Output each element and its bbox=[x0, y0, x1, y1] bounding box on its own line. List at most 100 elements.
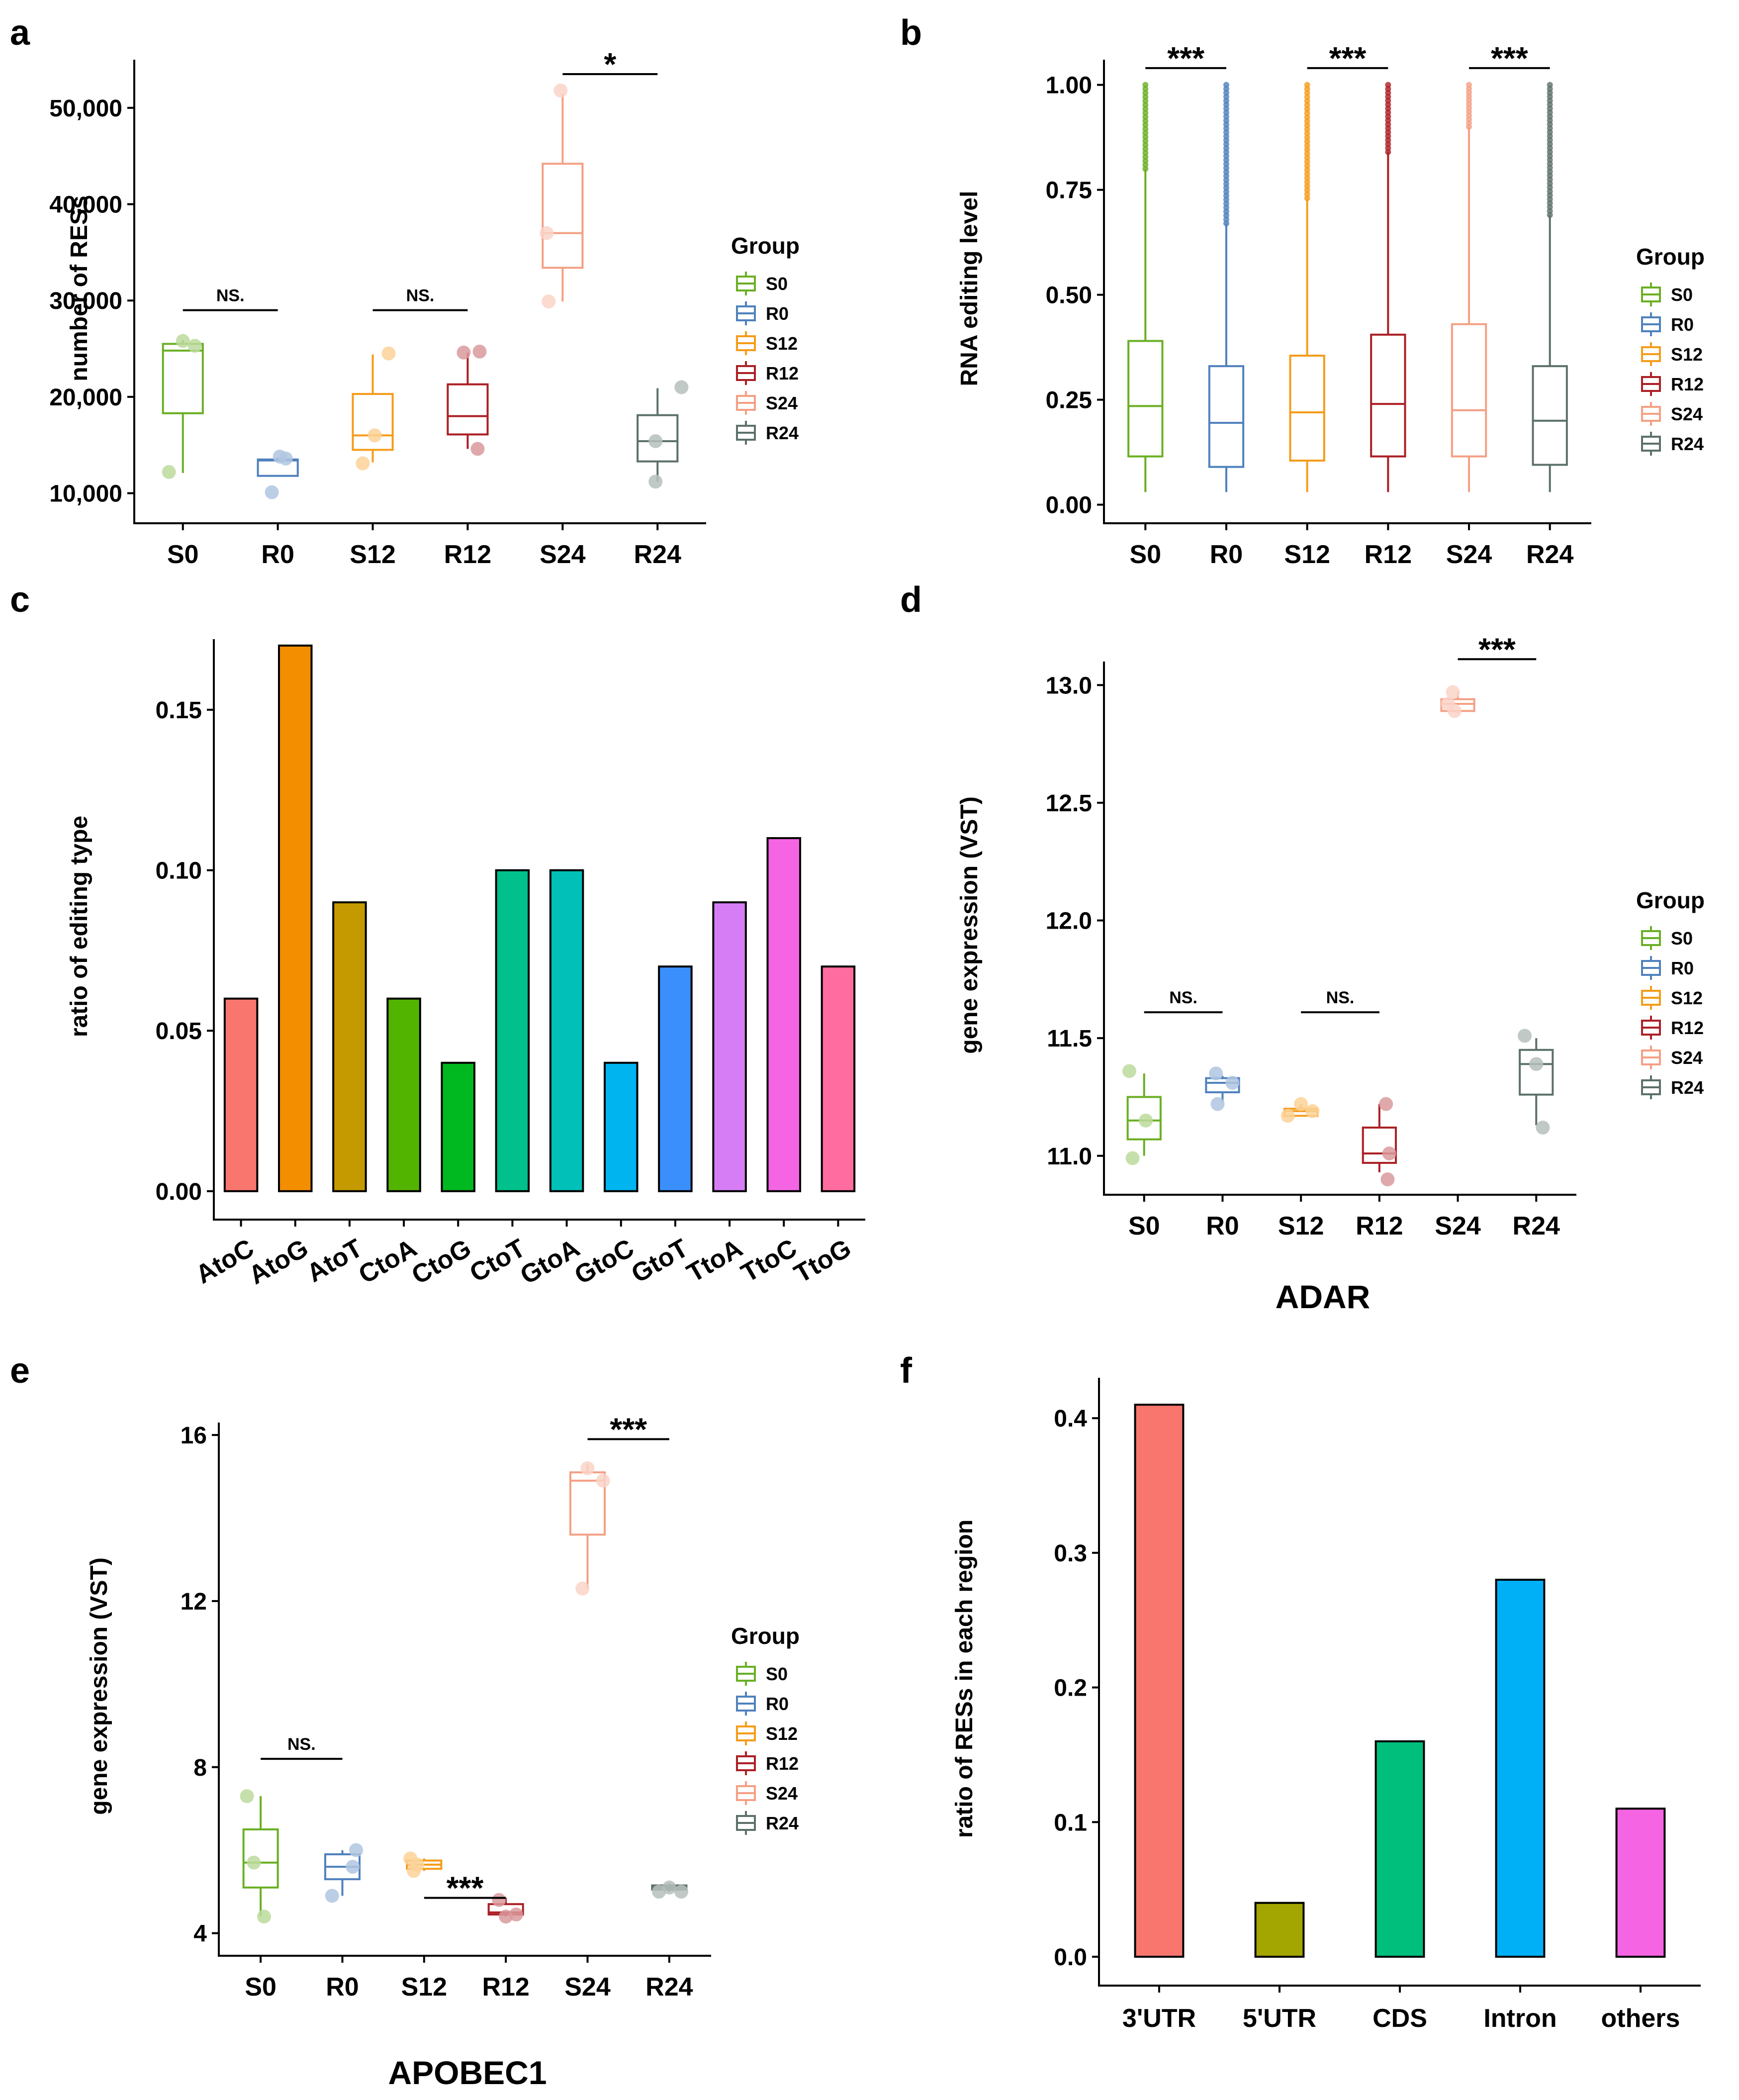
sample-point bbox=[472, 344, 487, 359]
y-tick-label: 0.2 bbox=[1054, 1675, 1087, 1702]
sample-point bbox=[662, 1880, 676, 1895]
legend-item-s24: S24 bbox=[736, 1781, 798, 1805]
y-tick-label: 30,000 bbox=[49, 288, 122, 314]
legend-item-s0: S0 bbox=[736, 1662, 788, 1686]
sample-point bbox=[381, 346, 396, 361]
sample-point bbox=[1536, 1120, 1550, 1135]
legend-title: Group bbox=[731, 1623, 800, 1649]
legend-label: S0 bbox=[766, 274, 788, 294]
y-tick-label: 40,000 bbox=[49, 192, 122, 218]
legend-item-s12: S12 bbox=[736, 331, 798, 355]
y-tick-label: 20,000 bbox=[49, 384, 122, 411]
x-tick-label: CDS bbox=[1373, 2004, 1427, 2033]
legend-item-s24: S24 bbox=[1641, 402, 1703, 426]
x-tick-label: S0 bbox=[1129, 540, 1161, 569]
panel-e: e 4 8 12 16 gene expression (VST) S0 R0 S12 R12 S2… bbox=[10, 1351, 800, 2091]
y-tick-label: 0.10 bbox=[156, 858, 202, 884]
sample-point bbox=[1305, 1104, 1320, 1118]
legend-label: S0 bbox=[766, 1664, 788, 1684]
bar-ctoa bbox=[386, 997, 421, 1192]
panel-letter: b bbox=[900, 13, 922, 53]
y-tick-label: 0.00 bbox=[156, 1179, 202, 1205]
y-tick-label: 0.25 bbox=[1046, 387, 1092, 414]
legend: Group S0 R0 S12 R12 S24 R24 bbox=[1636, 887, 1705, 1099]
y-tick-label: 8 bbox=[193, 1755, 207, 1781]
x-tick-label: Intron bbox=[1483, 2004, 1556, 2033]
y-tick-label: 50,000 bbox=[49, 95, 122, 122]
sample-point bbox=[1209, 1066, 1223, 1081]
box-s24 bbox=[542, 93, 584, 302]
sample-point bbox=[509, 1908, 523, 1922]
significance-label: *** bbox=[1167, 40, 1204, 76]
legend-label: S12 bbox=[1671, 344, 1703, 365]
y-axis-title: ratio of RESs in each region bbox=[951, 1520, 978, 1838]
panel-f: f 0.0 0.1 0.2 0.3 0.4 ratio of RESs in each re… bbox=[900, 1351, 1701, 2033]
y-tick-label: 0.4 bbox=[1054, 1406, 1087, 1432]
x-tick-label: S0 bbox=[167, 540, 199, 569]
panel-letter: f bbox=[900, 1351, 913, 1391]
sample-point bbox=[540, 226, 554, 240]
significance-label: NS. bbox=[1326, 988, 1355, 1007]
iqr-box bbox=[1362, 1126, 1397, 1164]
legend-item-r12: R12 bbox=[1641, 1016, 1704, 1040]
legend-item-r12: R12 bbox=[1641, 372, 1704, 396]
bar-ctog bbox=[441, 1061, 475, 1192]
sample-point bbox=[1518, 1029, 1532, 1043]
significance-label: NS. bbox=[1169, 988, 1197, 1007]
legend: Group S0 R0 S12 R12 S24 R24 bbox=[731, 233, 800, 445]
x-tick-label: R24 bbox=[1526, 540, 1573, 569]
legend-label: R12 bbox=[1671, 374, 1704, 394]
sample-point bbox=[542, 294, 556, 309]
y-tick-label: 0.05 bbox=[156, 1018, 202, 1045]
iqr-box bbox=[1127, 340, 1164, 458]
x-tick-label: R24 bbox=[1513, 1212, 1560, 1241]
y-tick-label: 16 bbox=[181, 1423, 207, 1449]
legend-label: S24 bbox=[766, 1783, 798, 1804]
bar-cds bbox=[1374, 1740, 1425, 1958]
x-tick-label: R0 bbox=[1210, 540, 1243, 569]
legend-label: R0 bbox=[1671, 314, 1694, 335]
legend-label: R12 bbox=[1671, 1018, 1704, 1038]
y-axis-title: RNA editing level bbox=[956, 191, 983, 386]
x-tick-label: R24 bbox=[634, 540, 681, 569]
x-tick-label: R12 bbox=[1365, 540, 1412, 569]
legend-item-r0: R0 bbox=[736, 1692, 789, 1716]
legend-label: S12 bbox=[766, 1723, 798, 1744]
significance-label: NS. bbox=[216, 286, 245, 305]
x-tick-label: R12 bbox=[444, 540, 491, 569]
sample-point bbox=[596, 1473, 610, 1488]
sample-point bbox=[1210, 1097, 1225, 1111]
x-tick-label: S12 bbox=[401, 1973, 448, 2002]
significance-label: *** bbox=[1491, 40, 1528, 76]
x-tick-label: R0 bbox=[261, 540, 294, 569]
sample-point bbox=[1139, 1113, 1153, 1128]
sample-point bbox=[162, 465, 176, 479]
legend-label: R24 bbox=[1671, 434, 1704, 454]
legend-item-r24: R24 bbox=[736, 1811, 799, 1835]
legend-item-s12: S12 bbox=[1641, 342, 1703, 366]
sample-point bbox=[1382, 1146, 1396, 1161]
sample-point bbox=[346, 1860, 360, 1874]
y-tick-label: 0.75 bbox=[1046, 178, 1092, 204]
x-tick-label: S24 bbox=[564, 1973, 611, 2002]
y-tick-label: 0.15 bbox=[156, 697, 202, 724]
bar-ctot bbox=[495, 869, 530, 1192]
x-tick-label: 3'UTR bbox=[1122, 2004, 1196, 2033]
x-tick-label: R0 bbox=[1206, 1212, 1239, 1241]
legend-item-r24: R24 bbox=[1641, 432, 1704, 456]
legend: Group S0 R0 S12 R12 S24 R24 bbox=[1636, 244, 1705, 456]
legend-label: S0 bbox=[1671, 928, 1693, 949]
iqr-box bbox=[447, 383, 489, 436]
legend-item-r24: R24 bbox=[1641, 1075, 1704, 1099]
iqr-box bbox=[1126, 1096, 1162, 1141]
gene-label: APOBEC1 bbox=[388, 2054, 547, 2091]
sample-point bbox=[648, 434, 663, 448]
significance-label: *** bbox=[447, 1870, 484, 1906]
bar-ttoa bbox=[712, 901, 747, 1192]
sample-point bbox=[470, 442, 485, 456]
x-tick-label: S0 bbox=[245, 1973, 276, 2002]
y-tick-label: 12.5 bbox=[1046, 790, 1092, 817]
x-tick-label: R12 bbox=[1356, 1212, 1403, 1241]
